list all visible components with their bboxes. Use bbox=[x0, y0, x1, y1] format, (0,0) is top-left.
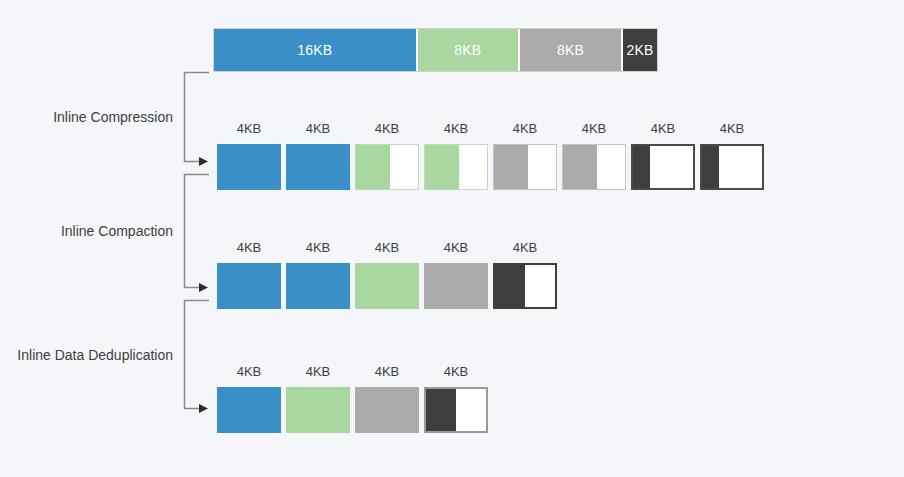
block-full bbox=[217, 387, 281, 433]
block-partial bbox=[493, 144, 557, 190]
storage-unit: 4KB bbox=[355, 120, 419, 190]
bar-segment-label: 2KB bbox=[626, 42, 653, 58]
block-full bbox=[217, 144, 281, 190]
block-fill bbox=[217, 263, 281, 309]
unit-size-label: 4KB bbox=[444, 239, 469, 257]
unit-size-label: 4KB bbox=[306, 120, 331, 138]
bar-segment-label: 8KB bbox=[557, 42, 584, 58]
block-fill bbox=[425, 145, 459, 189]
block-fill bbox=[563, 145, 597, 189]
unit-size-label: 4KB bbox=[444, 120, 469, 138]
storage-unit: 4KB bbox=[493, 120, 557, 190]
block-fill bbox=[495, 265, 525, 307]
storage-unit: 4KB bbox=[355, 239, 419, 309]
bar-segment-label: 16KB bbox=[297, 42, 332, 58]
block-fill bbox=[426, 389, 456, 431]
unit-size-label: 4KB bbox=[513, 120, 538, 138]
unit-size-label: 4KB bbox=[306, 363, 331, 381]
block-partial bbox=[355, 144, 419, 190]
storage-efficiency-diagram: 16KB8KB8KB2KB Inline Compression4KB4KB4K… bbox=[0, 0, 904, 477]
storage-unit: 4KB bbox=[562, 120, 626, 190]
unit-size-label: 4KB bbox=[237, 239, 262, 257]
block-fill bbox=[355, 387, 419, 433]
bar-segment-16kb: 16KB bbox=[214, 29, 416, 71]
unit-size-label: 4KB bbox=[375, 363, 400, 381]
block-row: 4KB 4KB 4KB 4KB 4KB 4KB 4KB 4KB bbox=[217, 120, 764, 190]
unit-size-label: 4KB bbox=[237, 120, 262, 138]
bar-segment-8kb: 8KB bbox=[418, 29, 519, 71]
arrow-right-icon bbox=[199, 404, 208, 413]
storage-unit: 4KB bbox=[424, 239, 488, 309]
block-fill bbox=[355, 263, 419, 309]
unit-size-label: 4KB bbox=[720, 120, 745, 138]
unit-size-label: 4KB bbox=[444, 363, 469, 381]
block-fill bbox=[286, 387, 350, 433]
bar-segment-label: 8KB bbox=[454, 42, 481, 58]
block-full bbox=[217, 263, 281, 309]
unit-size-label: 4KB bbox=[375, 120, 400, 138]
bracket-line bbox=[185, 301, 210, 409]
block-full bbox=[355, 387, 419, 433]
block-partial bbox=[700, 144, 764, 190]
block-fill bbox=[217, 387, 281, 433]
block-fill bbox=[494, 145, 528, 189]
storage-unit: 4KB bbox=[493, 239, 557, 309]
storage-unit: 4KB bbox=[700, 120, 764, 190]
storage-unit: 4KB bbox=[286, 239, 350, 309]
unit-size-label: 4KB bbox=[306, 239, 331, 257]
block-fill bbox=[286, 263, 350, 309]
block-fill bbox=[424, 263, 488, 309]
bracket-line bbox=[185, 175, 210, 288]
step-label: Inline Compression bbox=[53, 109, 173, 125]
block-partial bbox=[493, 263, 557, 309]
unit-size-label: 4KB bbox=[513, 239, 538, 257]
storage-unit: 4KB bbox=[286, 363, 350, 433]
storage-unit: 4KB bbox=[631, 120, 695, 190]
block-partial bbox=[631, 144, 695, 190]
block-full bbox=[424, 263, 488, 309]
block-fill bbox=[633, 146, 650, 188]
block-partial bbox=[424, 144, 488, 190]
unit-size-label: 4KB bbox=[651, 120, 676, 138]
bar-segment-2kb: 2KB bbox=[623, 29, 657, 71]
block-fill bbox=[286, 144, 350, 190]
unit-size-label: 4KB bbox=[582, 120, 607, 138]
block-full bbox=[286, 144, 350, 190]
storage-unit: 4KB bbox=[286, 120, 350, 190]
block-full bbox=[286, 263, 350, 309]
block-row: 4KB 4KB 4KB 4KB 4KB bbox=[217, 239, 557, 309]
block-full bbox=[286, 387, 350, 433]
block-fill bbox=[356, 145, 390, 189]
block-full bbox=[355, 263, 419, 309]
block-row: 4KB 4KB 4KB 4KB bbox=[217, 363, 488, 433]
step-label: Inline Data Deduplication bbox=[17, 347, 173, 363]
block-fill bbox=[217, 144, 281, 190]
arrow-right-icon bbox=[199, 283, 208, 292]
storage-unit: 4KB bbox=[217, 363, 281, 433]
step-label: Inline Compaction bbox=[61, 223, 173, 239]
storage-unit: 4KB bbox=[217, 239, 281, 309]
block-partial bbox=[562, 144, 626, 190]
block-fill bbox=[702, 146, 719, 188]
initial-data-bar: 16KB 8KB 8KB 2KB bbox=[213, 28, 658, 72]
bar-segment-8kb: 8KB bbox=[520, 29, 621, 71]
unit-size-label: 4KB bbox=[237, 363, 262, 381]
unit-size-label: 4KB bbox=[375, 239, 400, 257]
storage-unit: 4KB bbox=[355, 363, 419, 433]
storage-unit: 4KB bbox=[424, 120, 488, 190]
bracket-line bbox=[185, 73, 210, 162]
block-partial bbox=[424, 387, 488, 433]
storage-unit: 4KB bbox=[217, 120, 281, 190]
storage-unit: 4KB bbox=[424, 363, 488, 433]
arrow-right-icon bbox=[199, 157, 208, 166]
